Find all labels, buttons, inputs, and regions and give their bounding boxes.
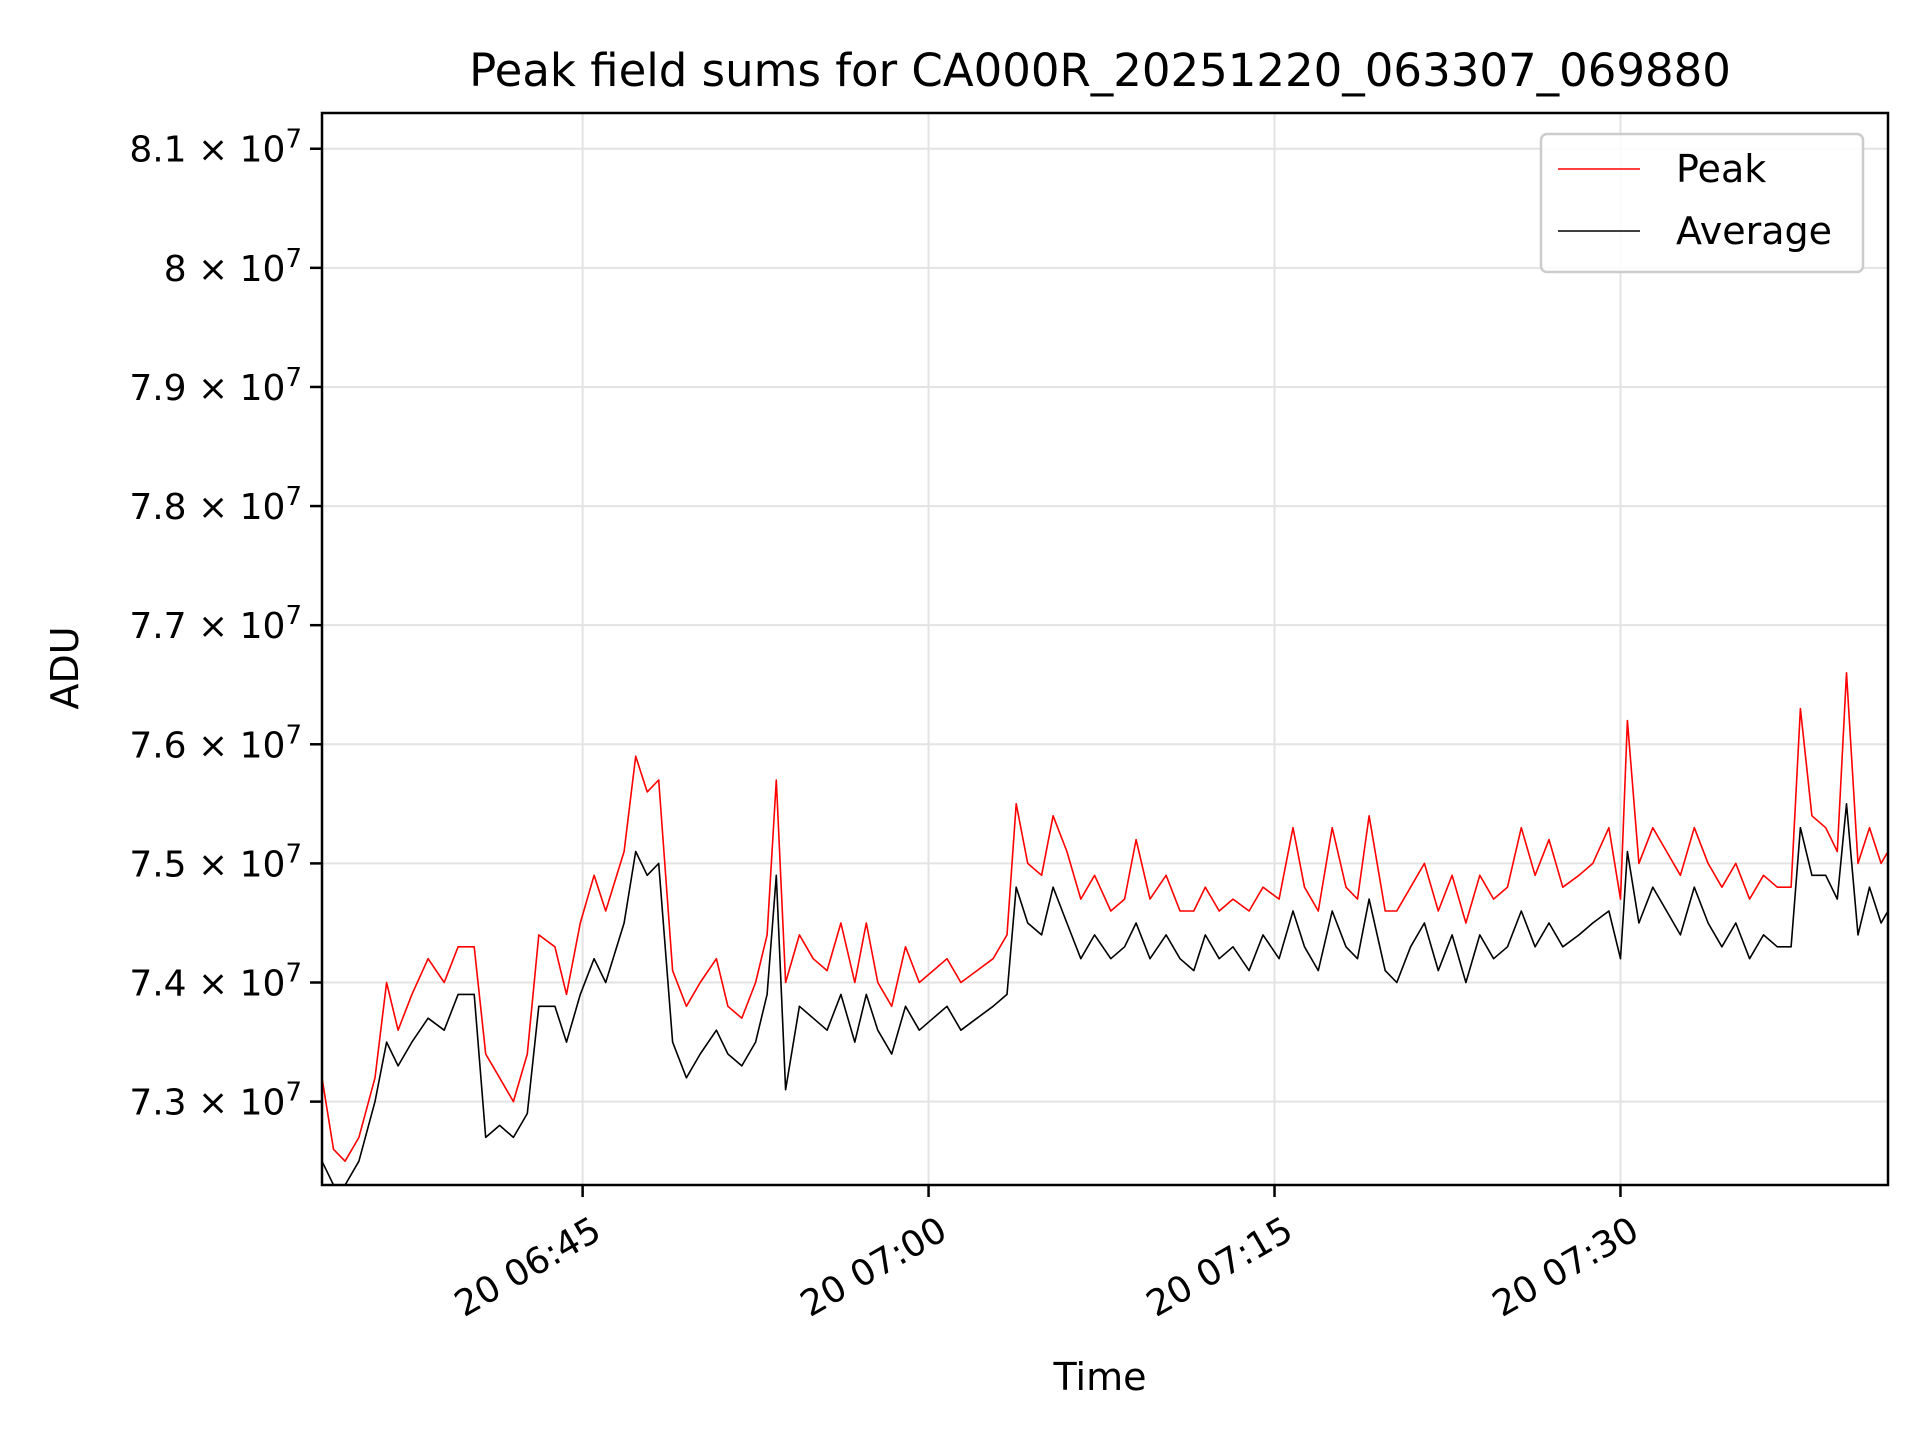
y-tick-mantissa: 7.6 × 10 (129, 725, 285, 766)
y-tick-mantissa: 8.1 × 10 (129, 130, 285, 171)
y-tick-label: 7.3 × 107 (129, 1078, 302, 1124)
y-tick-label: 7.8 × 107 (129, 482, 302, 528)
y-tick-mantissa: 7.4 × 10 (129, 964, 285, 1005)
y-tick-exponent: 7 (285, 839, 302, 869)
y-tick-mantissa: 7.8 × 10 (129, 487, 285, 528)
y-tick-exponent: 7 (285, 125, 302, 155)
series-lines (322, 672, 1888, 1185)
y-tick-mantissa: 7.3 × 10 (129, 1083, 285, 1124)
y-axis-label: ADU (43, 626, 87, 709)
y-tick-exponent: 7 (285, 720, 302, 750)
x-axis-label: Time (1053, 1355, 1147, 1399)
y-tick-exponent: 7 (285, 959, 302, 989)
y-tick-label: 7.5 × 107 (129, 839, 302, 885)
y-tick-exponent: 7 (285, 482, 302, 512)
y-tick-exponent: 7 (285, 601, 302, 631)
y-tick-mantissa: 7.7 × 10 (129, 606, 285, 647)
y-tick-mantissa: 7.5 × 10 (129, 844, 285, 885)
y-tick-exponent: 7 (285, 244, 302, 274)
series-line-average (322, 803, 1888, 1185)
chart-title: Peak field sums for CA000R_20251220_0633… (469, 44, 1731, 97)
y-tick-exponent: 7 (285, 363, 302, 393)
series-line-peak (322, 672, 1888, 1162)
plot-frame (320, 111, 1890, 1187)
y-tick-label: 7.9 × 107 (129, 363, 302, 409)
y-tick-mantissa: 7.9 × 10 (129, 368, 285, 409)
y-tick-mantissa: 8 × 10 (164, 249, 286, 290)
legend: Peak Average (1539, 132, 1865, 274)
y-tick-label: 8 × 107 (164, 244, 302, 290)
legend-label-peak: Peak (1676, 147, 1766, 191)
y-tick-label: 7.7 × 107 (129, 601, 302, 647)
y-tick-label: 7.4 × 107 (129, 959, 302, 1005)
y-tick-exponent: 7 (285, 1078, 302, 1108)
grid (322, 113, 1888, 1185)
y-tick-label: 8.1 × 107 (129, 125, 302, 171)
y-tick-label: 7.6 × 107 (129, 720, 302, 766)
legend-label-average: Average (1676, 209, 1832, 253)
